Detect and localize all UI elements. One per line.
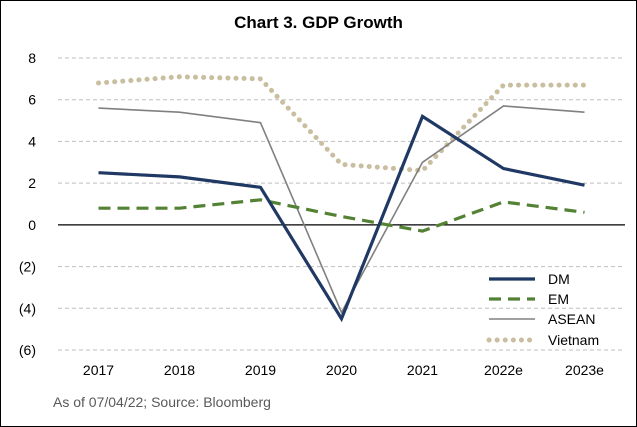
y-tick-label: (2) bbox=[19, 259, 36, 275]
chart-title: Chart 3. GDP Growth bbox=[234, 13, 403, 32]
source-note: As of 07/04/22; Source: Bloomberg bbox=[53, 394, 271, 410]
y-tick-label: 2 bbox=[28, 175, 36, 191]
series-line-vietnam bbox=[96, 74, 587, 174]
x-tick-label: 2019 bbox=[245, 362, 276, 378]
x-tick-label: 2021 bbox=[407, 362, 438, 378]
y-axis-labels: 8 6 4 2 0 (2) (4) (6) bbox=[19, 50, 36, 358]
x-tick-label: 2018 bbox=[164, 362, 195, 378]
series-line-asean bbox=[98, 105, 585, 315]
legend: DM EM ASEAN Vietnam bbox=[486, 271, 599, 348]
series-line-dm bbox=[98, 114, 585, 323]
legend-label-asean: ASEAN bbox=[548, 311, 595, 327]
gridlines bbox=[58, 57, 625, 351]
y-tick-label: 4 bbox=[28, 133, 36, 149]
legend-label-em: EM bbox=[548, 291, 569, 307]
legend-label-dm: DM bbox=[548, 271, 570, 287]
y-tick-label: 8 bbox=[28, 50, 36, 66]
series-line-em bbox=[98, 198, 585, 233]
x-axis-labels: 2017 2018 2019 2020 2021 2022e 2023e bbox=[83, 362, 604, 378]
y-tick-label: 6 bbox=[28, 92, 36, 108]
x-tick-label: 2020 bbox=[326, 362, 357, 378]
y-tick-label: 0 bbox=[28, 217, 36, 233]
x-tick-label: 2017 bbox=[83, 362, 114, 378]
x-tick-label: 2023e bbox=[565, 362, 604, 378]
legend-label-vietnam: Vietnam bbox=[548, 332, 599, 348]
x-tick-label: 2022e bbox=[484, 362, 523, 378]
series-lines bbox=[96, 74, 587, 323]
y-tick-label: (6) bbox=[19, 342, 36, 358]
y-tick-label: (4) bbox=[19, 300, 36, 316]
